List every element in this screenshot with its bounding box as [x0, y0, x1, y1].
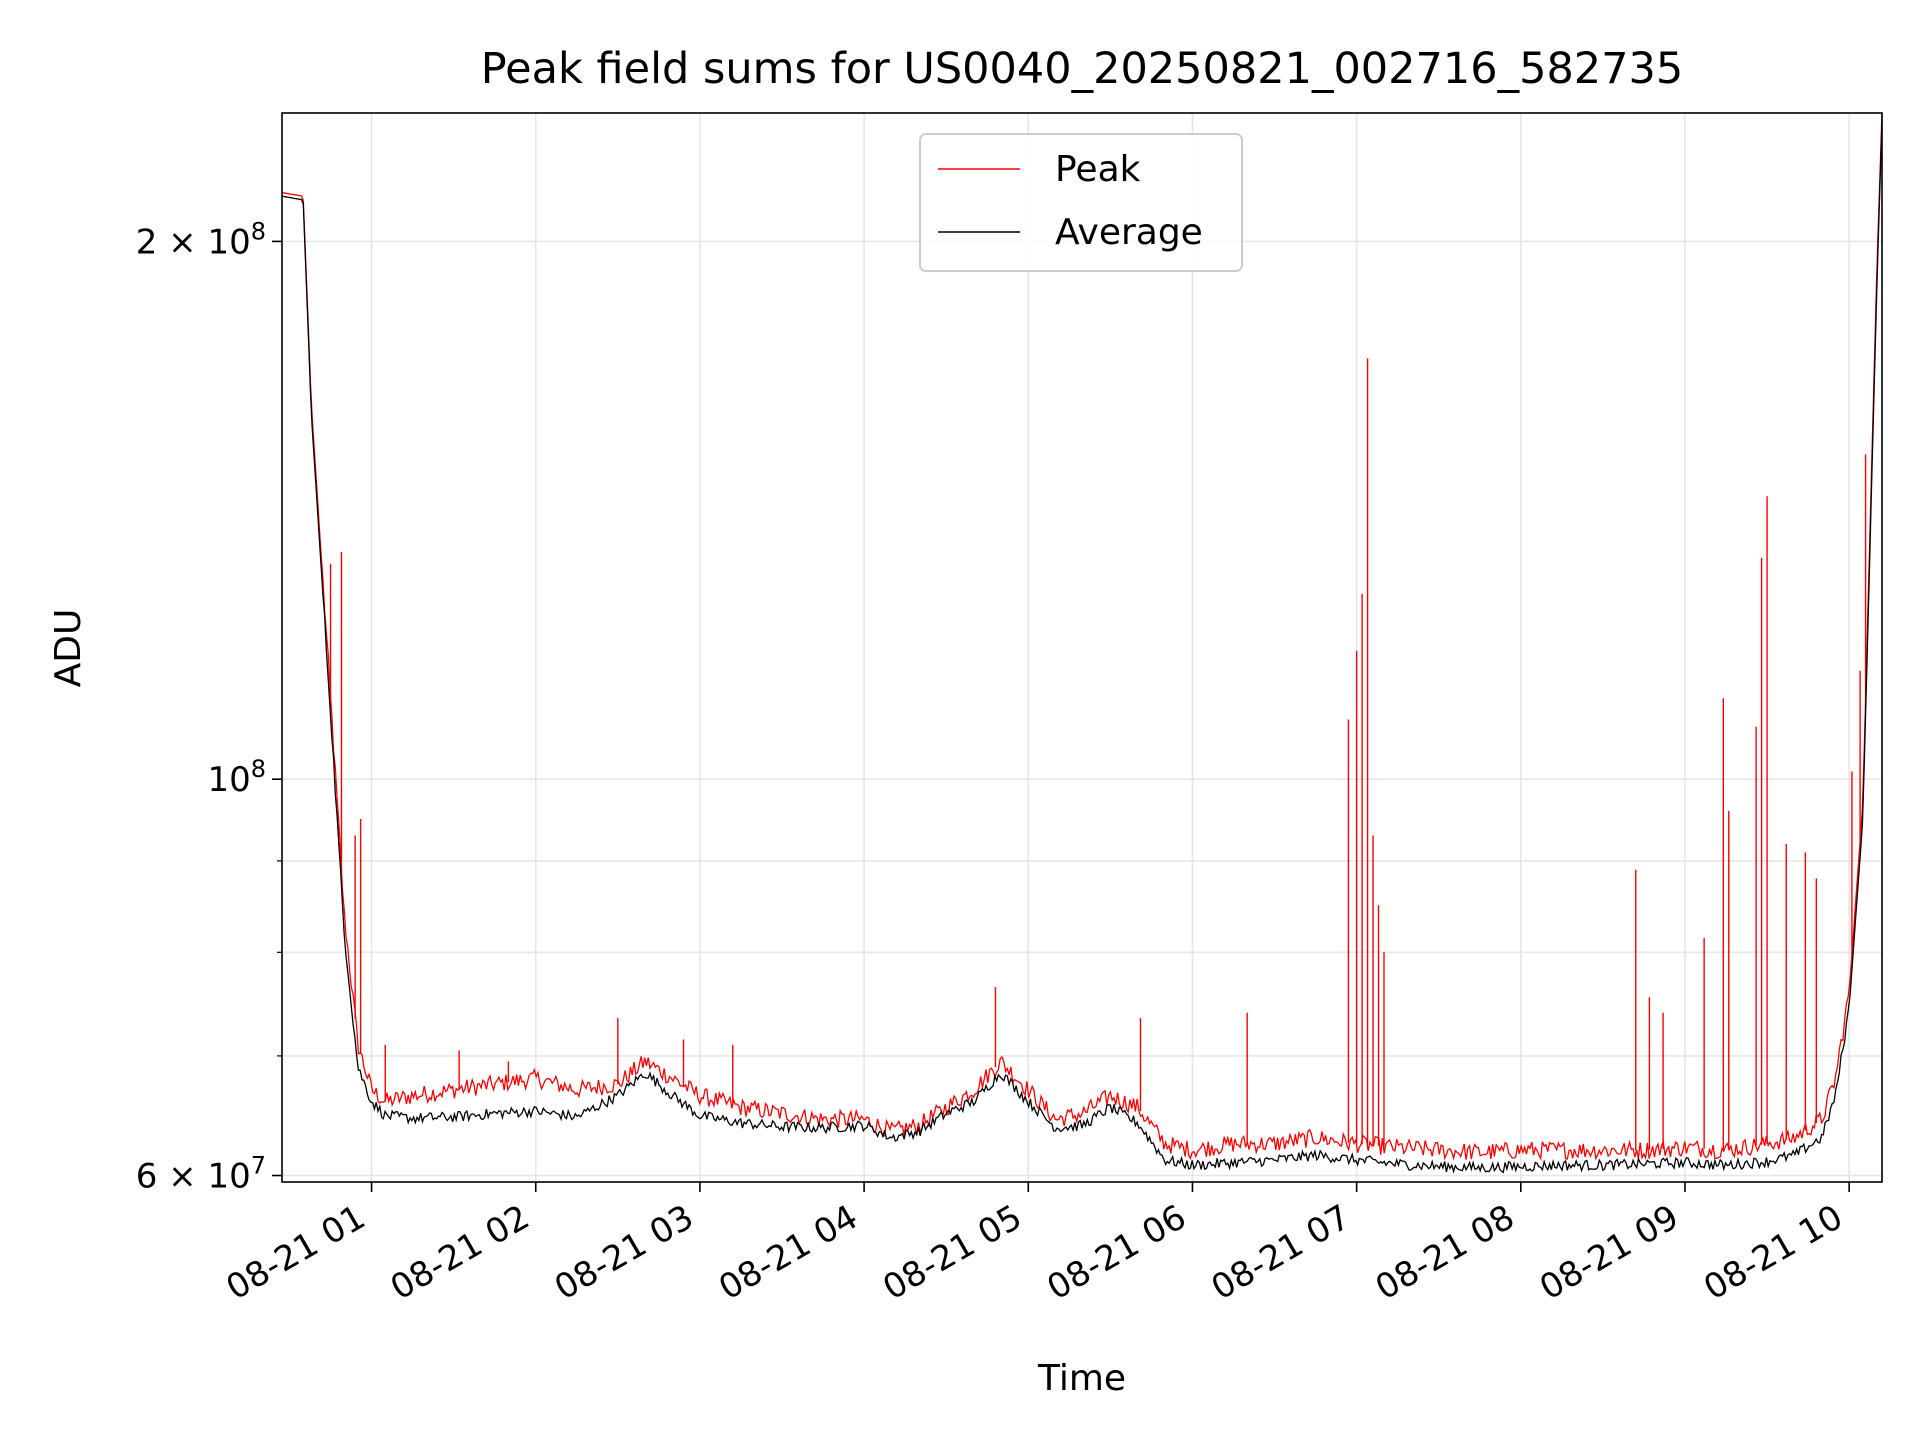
grid-lines — [282, 113, 1882, 1182]
legend: Peak Average — [919, 133, 1243, 272]
average-line — [281, 119, 1883, 1174]
series-layer — [281, 112, 1883, 1174]
series-average — [281, 119, 1883, 1174]
plot-area-frame — [281, 112, 1883, 1183]
y-axis-ticks: 6 × 107 108 2 × 108 — [136, 217, 282, 1197]
y-tick-label: 2 × 108 — [136, 217, 266, 262]
y-tick-label: 108 — [207, 755, 266, 800]
chart-title: Peak field sums for US0040_20250821_0027… — [481, 44, 1684, 94]
y-axis-label: ADU — [48, 609, 89, 688]
x-axis-label: Time — [1037, 1358, 1126, 1399]
legend-label-peak: Peak — [1055, 149, 1141, 190]
legend-box — [919, 133, 1243, 272]
peak-line — [281, 112, 1883, 1161]
series-peak — [281, 112, 1883, 1161]
y-tick-label: 6 × 107 — [136, 1152, 266, 1197]
legend-label-average: Average — [1055, 212, 1203, 253]
